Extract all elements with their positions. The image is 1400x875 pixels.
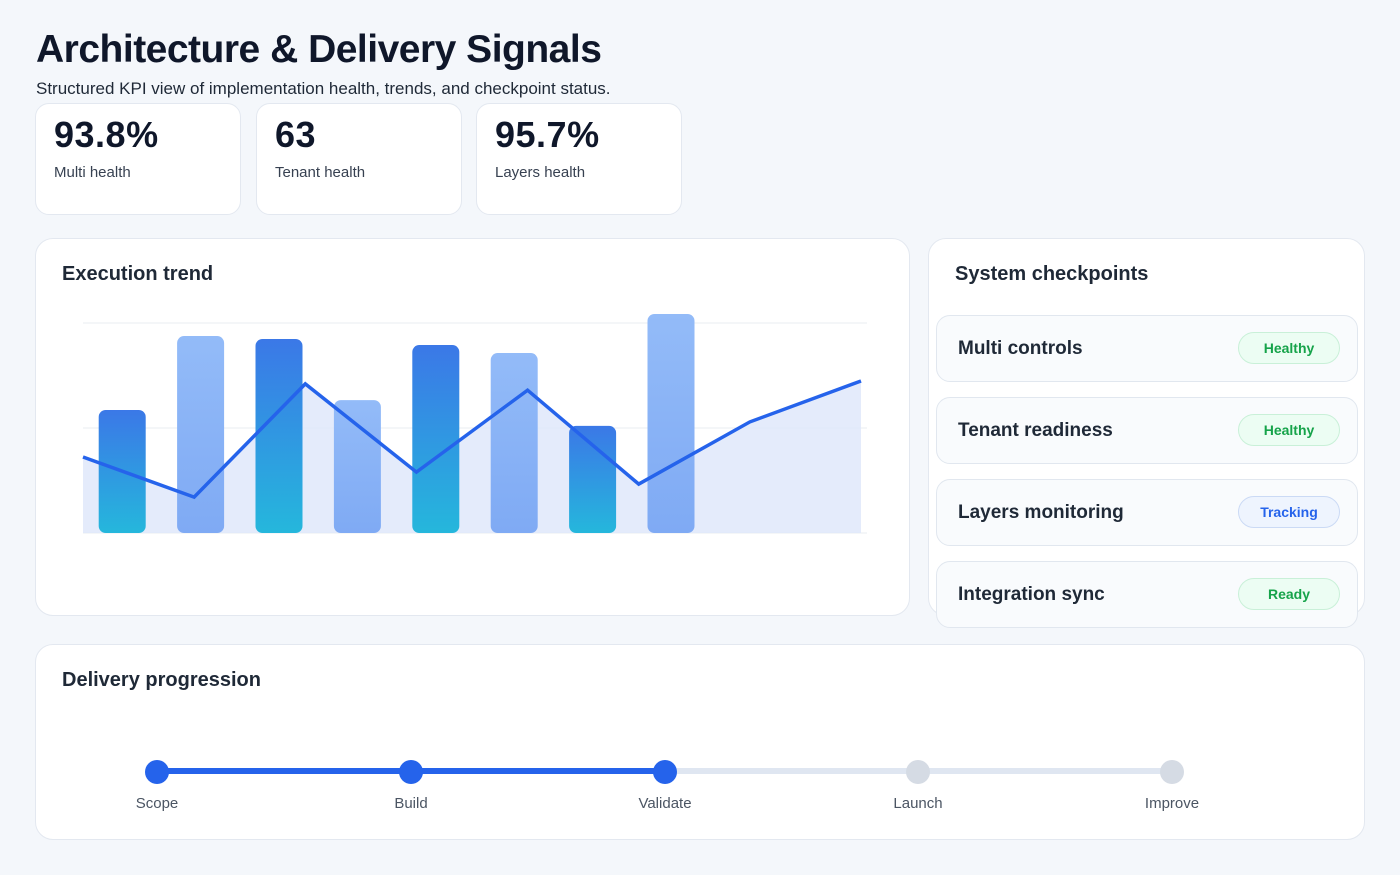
step-label: Build <box>394 795 428 812</box>
bar <box>647 313 695 533</box>
page-subtitle: Structured KPI view of implementation he… <box>36 79 611 98</box>
kpi-card-multi: 93.8% Multi health <box>35 103 241 215</box>
step-dot <box>399 760 423 784</box>
step-label: Scope <box>135 795 179 812</box>
kpi-label: Tenant health <box>275 164 366 181</box>
step-label: Improve <box>1144 795 1200 812</box>
checkpoint-row: Multi controls Healthy <box>936 315 1358 382</box>
card-title: System checkpoints <box>955 263 1149 285</box>
kpi-label: Multi health <box>54 164 131 181</box>
bar <box>490 353 538 533</box>
kpi-card-layers: 95.7% Layers health <box>476 103 682 215</box>
bar <box>255 338 303 533</box>
checkpoint-name: Multi controls <box>958 338 1083 359</box>
step-dot <box>145 760 169 784</box>
bar <box>569 425 617 533</box>
checkpoint-row: Layers monitoring Tracking <box>936 479 1358 546</box>
checkpoint-name: Layers monitoring <box>958 502 1124 523</box>
delivery-progression-card: Delivery progression <box>35 644 1365 840</box>
execution-trend-chart <box>82 313 867 534</box>
kpi-value: 93.8% <box>54 114 159 155</box>
kpi-value: 63 <box>275 114 317 155</box>
step-dot <box>1160 760 1184 784</box>
kpi-card-tenant: 63 Tenant health <box>256 103 462 215</box>
page-title: Architecture & Delivery Signals <box>36 28 602 71</box>
status-badge: Healthy <box>1238 332 1340 364</box>
checkpoint-row: Tenant readiness Healthy <box>936 397 1358 464</box>
kpi-label: Layers health <box>495 164 586 181</box>
bar <box>333 400 381 533</box>
card-title: Execution trend <box>62 263 214 285</box>
status-badge: Healthy <box>1238 414 1340 446</box>
checkpoint-name: Integration sync <box>958 584 1105 605</box>
trend-line <box>82 379 862 500</box>
step-label: Validate <box>638 795 692 812</box>
step-label: Launch <box>893 795 943 812</box>
bar <box>412 345 460 533</box>
checkpoint-name: Tenant readiness <box>958 420 1113 441</box>
checkpoint-row: Integration sync Ready <box>936 561 1358 628</box>
step-dot <box>653 760 677 784</box>
step-dot <box>906 760 930 784</box>
status-badge: Tracking <box>1238 496 1340 528</box>
bar <box>177 336 225 533</box>
status-badge: Ready <box>1238 578 1340 610</box>
kpi-value: 95.7% <box>495 114 600 155</box>
card-title: Delivery progression <box>62 669 261 691</box>
